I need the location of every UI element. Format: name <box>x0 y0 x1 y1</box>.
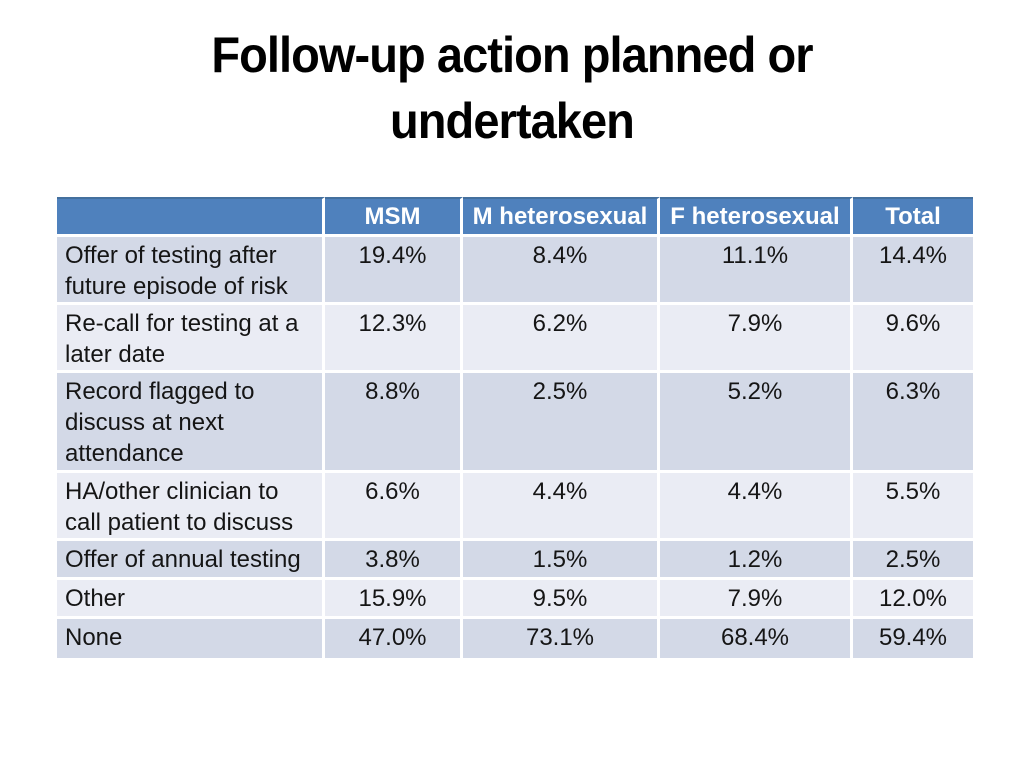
table-cell: 47.0% <box>325 619 463 658</box>
table-cell: 7.9% <box>660 305 853 373</box>
table-cell: 11.1% <box>660 237 853 305</box>
table-row: Offer of annual testing 3.8% 1.5% 1.2% 2… <box>57 541 973 580</box>
table-cell: 12.3% <box>325 305 463 373</box>
row-label: HA/other clinician to call patient to di… <box>57 473 325 541</box>
table-row: HA/other clinician to call patient to di… <box>57 473 973 541</box>
header-cell-m-heterosexual: M heterosexual <box>463 197 660 237</box>
table-cell: 5.2% <box>660 373 853 473</box>
table-cell: 6.3% <box>853 373 973 473</box>
table-row: None 47.0% 73.1% 68.4% 59.4% <box>57 619 973 658</box>
row-label: Offer of annual testing <box>57 541 325 580</box>
table-cell: 9.5% <box>463 580 660 619</box>
table-cell: 5.5% <box>853 473 973 541</box>
row-label: None <box>57 619 325 658</box>
follow-up-actions-table: MSM M heterosexual F heterosexual Total … <box>57 197 973 658</box>
table-header: MSM M heterosexual F heterosexual Total <box>57 197 973 237</box>
table-row: Other 15.9% 9.5% 7.9% 12.0% <box>57 580 973 619</box>
table-cell: 6.6% <box>325 473 463 541</box>
table-cell: 68.4% <box>660 619 853 658</box>
table-cell: 59.4% <box>853 619 973 658</box>
table-cell: 15.9% <box>325 580 463 619</box>
table-cell: 4.4% <box>660 473 853 541</box>
table-cell: 19.4% <box>325 237 463 305</box>
header-cell-f-heterosexual: F heterosexual <box>660 197 853 237</box>
table-cell: 73.1% <box>463 619 660 658</box>
table-cell: 4.4% <box>463 473 660 541</box>
table-row: Re-call for testing at a later date 12.3… <box>57 305 973 373</box>
table-row: Offer of testing after future episode of… <box>57 237 973 305</box>
table-cell: 8.4% <box>463 237 660 305</box>
table-body: Offer of testing after future episode of… <box>57 237 973 658</box>
table-cell: 3.8% <box>325 541 463 580</box>
table-cell: 12.0% <box>853 580 973 619</box>
row-label: Other <box>57 580 325 619</box>
row-label: Record flagged to discuss at next attend… <box>57 373 325 473</box>
header-cell-blank <box>57 197 325 237</box>
header-row: MSM M heterosexual F heterosexual Total <box>57 197 973 237</box>
table-cell: 2.5% <box>463 373 660 473</box>
table-cell: 14.4% <box>853 237 973 305</box>
row-label: Re-call for testing at a later date <box>57 305 325 373</box>
table-cell: 8.8% <box>325 373 463 473</box>
table-cell: 7.9% <box>660 580 853 619</box>
header-cell-total: Total <box>853 197 973 237</box>
table-cell: 6.2% <box>463 305 660 373</box>
table-cell: 1.2% <box>660 541 853 580</box>
table-cell: 9.6% <box>853 305 973 373</box>
slide-title: Follow-up action planned or undertaken <box>211 27 813 149</box>
row-label: Offer of testing after future episode of… <box>57 237 325 305</box>
header-cell-msm: MSM <box>325 197 463 237</box>
table-row: Record flagged to discuss at next attend… <box>57 373 973 473</box>
table-cell: 1.5% <box>463 541 660 580</box>
table-cell: 2.5% <box>853 541 973 580</box>
